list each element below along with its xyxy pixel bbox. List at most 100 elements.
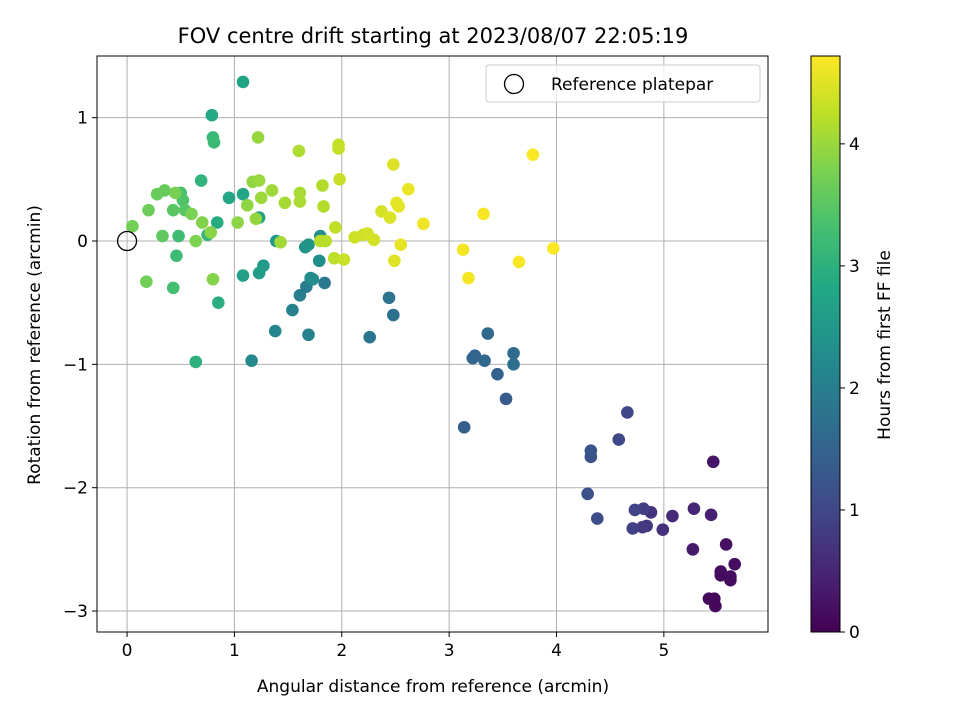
data-point xyxy=(704,508,718,522)
data-point xyxy=(462,271,475,285)
data-point xyxy=(714,565,728,578)
data-point xyxy=(204,226,218,239)
y-tick-label: −2 xyxy=(63,479,88,499)
data-point xyxy=(170,249,183,263)
data-point xyxy=(274,235,287,249)
data-point xyxy=(478,354,491,367)
data-point xyxy=(231,216,244,229)
data-point xyxy=(254,191,268,205)
data-point xyxy=(292,144,306,158)
data-point xyxy=(252,266,266,280)
data-point xyxy=(210,216,224,229)
data-point xyxy=(241,198,254,212)
data-point xyxy=(367,233,381,247)
data-point xyxy=(185,207,198,221)
y-tick-label: 1 xyxy=(77,109,88,129)
data-point xyxy=(363,330,376,344)
data-point xyxy=(636,520,649,534)
data-point xyxy=(581,487,594,501)
y-axis-ticks: −3 −2 −1 0 1 xyxy=(63,109,97,622)
colorbar-tick-label: 3 xyxy=(849,257,860,277)
data-point xyxy=(724,570,737,583)
data-point xyxy=(466,351,480,365)
data-point xyxy=(686,543,700,556)
data-point xyxy=(207,136,221,149)
data-point xyxy=(687,502,701,515)
data-point xyxy=(189,234,203,248)
data-point xyxy=(337,253,351,266)
data-point xyxy=(329,221,342,234)
data-point xyxy=(628,503,642,517)
data-point xyxy=(304,271,317,285)
data-point xyxy=(316,179,329,192)
data-point xyxy=(156,229,169,243)
data-point xyxy=(268,324,282,338)
colorbar-tick-label: 4 xyxy=(849,135,860,155)
data-point xyxy=(249,212,263,226)
colorbar xyxy=(810,55,841,633)
data-point xyxy=(150,187,164,201)
data-point xyxy=(142,203,155,217)
legend: Reference platepar xyxy=(485,64,761,103)
data-point xyxy=(383,211,397,224)
data-point xyxy=(332,142,345,155)
data-point xyxy=(318,276,331,290)
data-point xyxy=(245,354,258,367)
data-point xyxy=(392,200,405,213)
data-point xyxy=(205,108,219,122)
data-point xyxy=(417,217,430,231)
data-point xyxy=(387,158,400,171)
data-point xyxy=(507,346,520,360)
x-tick-label: 5 xyxy=(658,641,669,661)
data-point xyxy=(546,242,560,255)
data-point xyxy=(327,251,341,265)
data-point xyxy=(222,191,236,205)
data-point xyxy=(590,512,604,525)
y-axis-label: Rotation from reference (arcmin) xyxy=(25,205,45,485)
x-tick-label: 1 xyxy=(229,641,240,661)
data-point xyxy=(702,592,716,605)
y-tick-label: 0 xyxy=(77,232,88,252)
data-point xyxy=(612,433,626,446)
grid-lines xyxy=(97,56,768,632)
data-point xyxy=(706,455,720,469)
data-point xyxy=(387,308,400,322)
data-point xyxy=(621,406,634,419)
data-point xyxy=(236,187,250,201)
data-point xyxy=(166,281,180,295)
data-point xyxy=(189,355,203,369)
data-point xyxy=(333,173,346,186)
data-point xyxy=(456,243,470,256)
data-point xyxy=(317,200,330,213)
data-point xyxy=(169,186,182,200)
reference-platepar-point xyxy=(116,230,138,252)
data-point xyxy=(302,328,315,342)
x-tick-label: 2 xyxy=(336,641,347,661)
data-point xyxy=(728,557,742,571)
y-tick-label: −1 xyxy=(63,355,88,375)
data-point xyxy=(140,275,153,289)
x-tick-label: 4 xyxy=(551,641,562,661)
data-point xyxy=(195,216,209,229)
data-point xyxy=(719,538,733,551)
data-point xyxy=(499,392,513,406)
data-point xyxy=(302,238,315,252)
data-point xyxy=(293,186,307,200)
reference-marker xyxy=(116,230,138,252)
data-point xyxy=(293,195,307,208)
data-point xyxy=(584,444,598,457)
data-point xyxy=(286,303,299,317)
data-point xyxy=(512,255,526,269)
data-point xyxy=(172,229,185,243)
y-tick-label: −3 xyxy=(63,602,88,622)
data-point xyxy=(481,327,495,340)
data-point xyxy=(236,269,250,282)
data-point xyxy=(265,184,279,197)
data-point xyxy=(293,288,307,302)
data-point xyxy=(166,203,180,217)
legend-reference-marker xyxy=(503,73,525,95)
x-tick-label: 0 xyxy=(122,641,133,661)
colorbar-tick-label: 1 xyxy=(849,501,860,521)
data-point xyxy=(252,174,266,187)
